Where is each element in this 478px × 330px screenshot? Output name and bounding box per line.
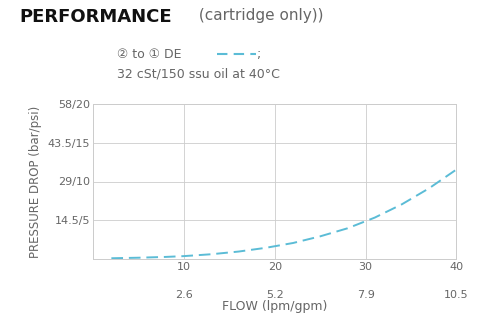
Text: 32 cSt/150 ssu oil at 40°C: 32 cSt/150 ssu oil at 40°C — [117, 68, 280, 81]
Text: 2.6: 2.6 — [175, 290, 193, 300]
X-axis label: FLOW (lpm/gpm): FLOW (lpm/gpm) — [222, 300, 327, 313]
Text: 10.5: 10.5 — [444, 290, 469, 300]
Y-axis label: PRESSURE DROP (bar/psi): PRESSURE DROP (bar/psi) — [29, 105, 43, 258]
Text: (cartridge only)): (cartridge only)) — [194, 8, 323, 23]
Text: 7.9: 7.9 — [357, 290, 375, 300]
Text: ② to ① DE: ② to ① DE — [117, 48, 185, 61]
Text: 5.2: 5.2 — [266, 290, 284, 300]
Text: PERFORMANCE: PERFORMANCE — [19, 8, 172, 26]
Text: ;: ; — [257, 48, 261, 61]
